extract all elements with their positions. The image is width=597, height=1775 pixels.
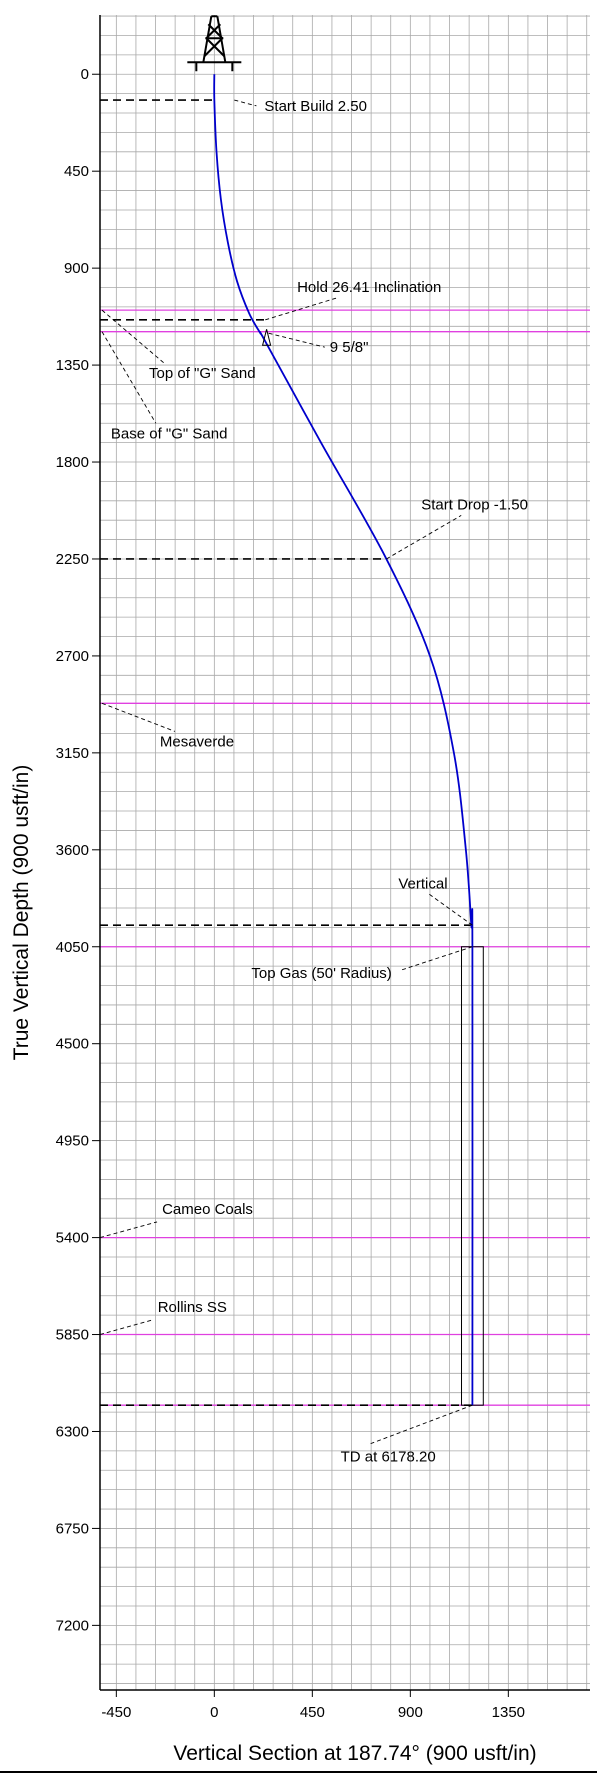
y-tick-label: 5850	[56, 1327, 89, 1344]
y-tick-label: 0	[81, 66, 89, 83]
y-tick-label: 7200	[56, 1617, 89, 1634]
leader-line	[371, 1405, 473, 1443]
x-tick-label: 1350	[492, 1704, 525, 1721]
y-tick-label: 450	[64, 163, 89, 180]
leader-line	[100, 1320, 153, 1335]
x-tick-label: -450	[101, 1704, 131, 1721]
y-tick-label: 1350	[56, 357, 89, 374]
formation-label: Rollins SS	[158, 1299, 227, 1316]
leader-line	[269, 333, 325, 347]
leader-line	[428, 894, 472, 926]
x-tick-label: 0	[210, 1704, 218, 1721]
data-layer	[100, 16, 590, 1405]
formation-label: Mesaverde	[160, 733, 234, 750]
y-tick-label: 3600	[56, 842, 89, 859]
label-layer: Start Build 2.50 Hold 26.41 Inclination St…	[100, 98, 528, 1466]
marker-label: Hold 26.41 Inclination	[297, 279, 441, 296]
y-tick-label: 3150	[56, 745, 89, 762]
marker-label: Start Build 2.50	[264, 98, 367, 115]
leader-line	[265, 298, 337, 320]
y-tick-label: 6750	[56, 1520, 89, 1537]
formation-label: Cameo Coals	[162, 1201, 253, 1218]
y-tick-label: 4950	[56, 1133, 89, 1150]
grid-layer	[100, 15, 590, 1690]
leader-line	[234, 100, 256, 106]
formation-label: Base of "G" Sand	[111, 425, 228, 442]
marker-label: Vertical	[398, 876, 447, 893]
leader-line	[102, 703, 175, 731]
y-axis-title: True Vertical Depth (900 usft/in)	[10, 765, 33, 1061]
x-axis-title: Vertical Section at 187.74° (900 usft/in…	[173, 1742, 536, 1765]
formation-label: Top of "G" Sand	[149, 365, 256, 382]
y-tick-label: 2700	[56, 648, 89, 665]
x-tick-label: 450	[300, 1704, 325, 1721]
casing-label: 9 5/8"	[330, 339, 369, 356]
marker-label: Start Drop -1.50	[421, 496, 528, 513]
x-tick-label: 900	[398, 1704, 423, 1721]
y-tick-label: 1800	[56, 454, 89, 471]
y-tick-label: 4050	[56, 939, 89, 956]
leader-line	[102, 310, 164, 363]
y-tick-label: 6300	[56, 1423, 89, 1440]
leader-line	[100, 1222, 157, 1238]
y-tick-label: 900	[64, 260, 89, 277]
formation-label: Top Gas (50' Radius)	[251, 965, 391, 982]
y-tick-label: 4500	[56, 1036, 89, 1053]
y-tick-label: 5400	[56, 1230, 89, 1247]
leader-line	[386, 515, 461, 559]
y-tick-label: 2250	[56, 551, 89, 568]
marker-label: TD at 6178.20	[341, 1449, 436, 1466]
